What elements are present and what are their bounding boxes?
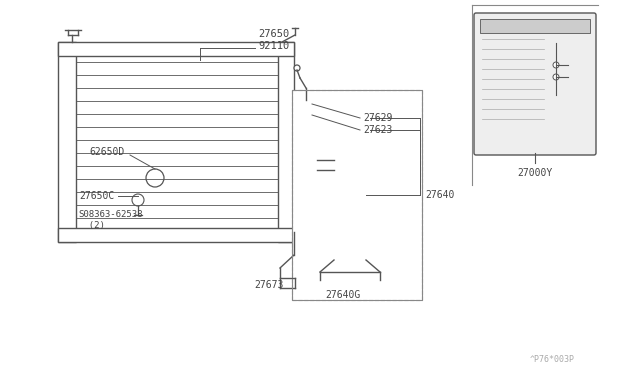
Bar [58, 42, 294, 56]
Text: 27640: 27640 [425, 190, 454, 200]
Text: 27629: 27629 [363, 113, 392, 123]
Circle shape [315, 277, 325, 287]
Bar [334, 148, 366, 258]
Circle shape [132, 194, 144, 206]
Text: 27650
92110: 27650 92110 [258, 29, 289, 51]
FancyBboxPatch shape [474, 13, 596, 155]
Circle shape [146, 169, 164, 187]
Text: 27650C: 27650C [80, 191, 115, 201]
Text: 62650D: 62650D [90, 147, 125, 157]
Text: 27000Y: 27000Y [517, 168, 552, 178]
Bar [295, 110, 317, 230]
Circle shape [553, 62, 559, 68]
Text: ^P76*003P: ^P76*003P [530, 356, 575, 365]
Bar [278, 42, 294, 242]
Text: 27673: 27673 [254, 280, 284, 290]
Bar [300, 100, 312, 108]
Circle shape [294, 65, 300, 71]
Circle shape [553, 74, 559, 80]
Text: 27623: 27623 [363, 125, 392, 135]
Bar [292, 90, 422, 300]
Bar [480, 19, 590, 33]
Text: 27640G: 27640G [325, 290, 360, 300]
Text: S08363-62538
  (2): S08363-62538 (2) [78, 210, 143, 230]
Bar [58, 228, 294, 242]
Bar [58, 42, 76, 242]
Bar [298, 112, 312, 119]
